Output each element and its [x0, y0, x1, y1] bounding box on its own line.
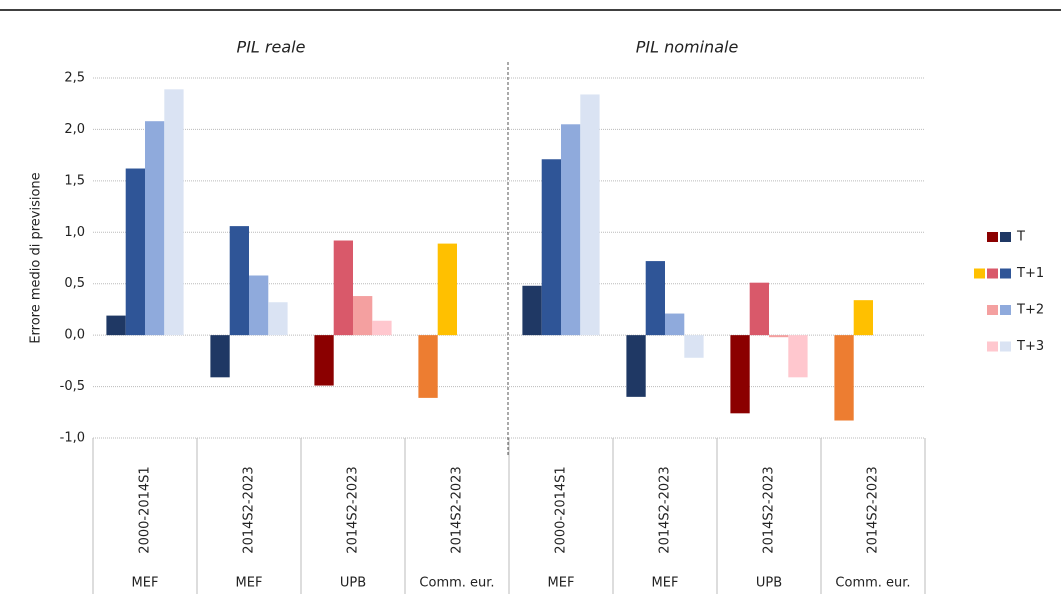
bar: [145, 121, 165, 336]
legend-swatch: [987, 232, 998, 242]
legend-swatch: [1000, 268, 1011, 279]
x-group-label: MEF: [548, 576, 575, 591]
bar: [125, 168, 145, 336]
bar: [769, 335, 789, 338]
bar: [268, 302, 288, 336]
legend-swatch: [987, 341, 998, 352]
bar: [788, 335, 808, 378]
x-tick-label: 2014S2-2023: [450, 466, 465, 553]
bar: [210, 335, 230, 378]
bar: [333, 240, 353, 336]
bar: [561, 124, 581, 336]
x-group-label: MEF: [132, 576, 159, 591]
bar: [665, 313, 685, 336]
x-tick-label: 2014S2-2023: [866, 466, 881, 553]
bar: [229, 226, 249, 336]
bar: [372, 320, 392, 336]
panel-title: PIL reale: [237, 38, 306, 57]
legend-label: T+2: [1016, 303, 1044, 318]
legend-label: T: [1016, 230, 1025, 245]
legend-swatch: [974, 268, 985, 279]
bar: [749, 282, 769, 336]
bar: [522, 285, 542, 336]
y-tick-label: 1,5: [64, 173, 85, 188]
bar: [249, 275, 269, 336]
legend-swatch: [1000, 305, 1011, 315]
x-tick-label: 2014S2-2023: [658, 466, 673, 553]
legend-label: T+3: [1016, 339, 1044, 354]
y-tick-label: 2,0: [64, 122, 85, 137]
y-tick-label: -1,0: [60, 431, 85, 446]
bar: [106, 315, 126, 336]
x-tick-label: 2000-2014S1: [138, 466, 153, 553]
x-group-label: Comm. eur.: [835, 576, 910, 591]
y-tick-label: 0,5: [64, 276, 85, 291]
x-group-label: MEF: [236, 576, 263, 591]
bar: [730, 335, 750, 414]
bar: [853, 300, 873, 336]
bar: [541, 159, 561, 336]
x-group-label: MEF: [652, 576, 679, 591]
bar: [834, 335, 854, 421]
x-tick-label: 2014S2-2023: [762, 466, 777, 553]
x-group-label: UPB: [756, 576, 782, 591]
y-tick-label: -0,5: [60, 379, 85, 394]
bar: [314, 335, 334, 386]
legend-swatch: [1000, 341, 1011, 352]
bar: [164, 89, 184, 336]
legend-swatch: [987, 268, 998, 279]
legend-label: T+1: [1016, 266, 1044, 281]
bar: [437, 243, 457, 336]
bar: [580, 94, 600, 336]
bar: [645, 261, 665, 336]
panel-title: PIL nominale: [636, 38, 739, 57]
bar: [626, 335, 646, 397]
y-tick-label: 2,5: [64, 71, 85, 86]
bar: [353, 296, 373, 336]
y-tick-label: 1,0: [64, 225, 85, 240]
x-tick-label: 2000-2014S1: [554, 466, 569, 553]
legend-swatch: [1000, 232, 1011, 242]
y-tick-label: 0,0: [64, 328, 85, 343]
x-group-label: Comm. eur.: [419, 576, 494, 591]
legend-swatch: [987, 305, 998, 315]
x-tick-label: 2014S2-2023: [346, 466, 361, 553]
bar: [418, 335, 438, 398]
x-group-label: UPB: [340, 576, 366, 591]
y-axis-label: Errore medio di previsione: [29, 172, 44, 343]
x-tick-label: 2014S2-2023: [242, 466, 257, 553]
bar: [684, 335, 704, 358]
